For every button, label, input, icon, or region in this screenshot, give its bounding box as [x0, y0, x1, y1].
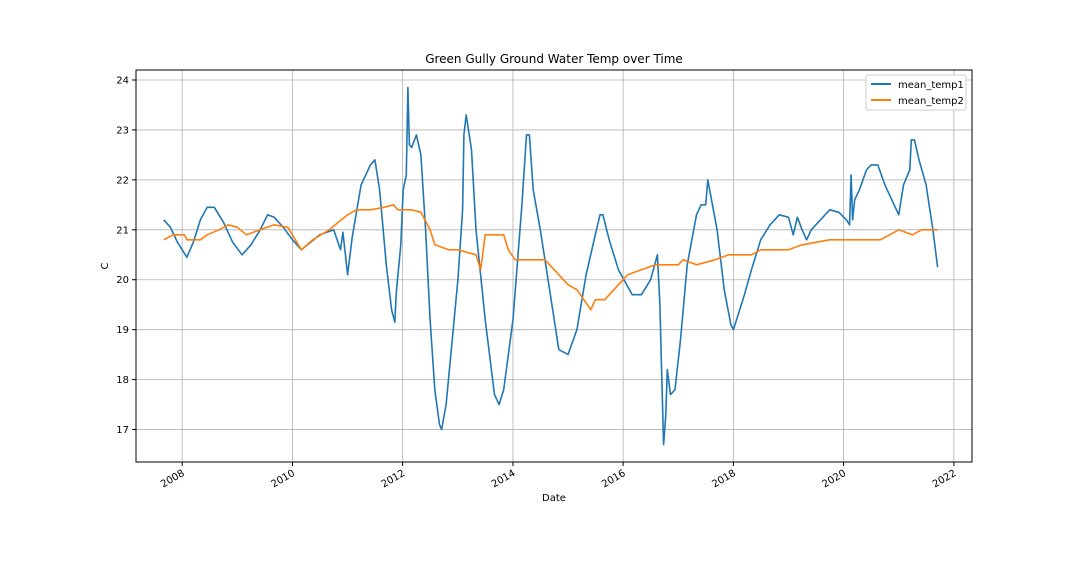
grid [136, 70, 972, 462]
series-line-mean-temp2 [163, 204, 938, 311]
y-tick-label: 22 [116, 175, 129, 186]
plot-frame [135, 69, 973, 463]
legend-label-mean-temp1: mean_temp1 [898, 80, 964, 91]
y-tick-label: 24 [116, 75, 129, 86]
chart-title: Green Gully Ground Water Temp over Time [425, 52, 683, 66]
y-tick-label: 19 [116, 325, 129, 336]
x-axis-label: Date [542, 493, 566, 504]
y-tick-label: 18 [116, 375, 129, 386]
legend: mean_temp1 mean_temp2 [865, 74, 967, 111]
y-axis-label: C [100, 262, 111, 269]
y-tick-label: 20 [116, 275, 129, 286]
legend-label-mean-temp2: mean_temp2 [898, 96, 964, 107]
y-tick-label: 17 [116, 425, 129, 436]
series-line-mean-temp1 [163, 86, 939, 446]
y-tick-label: 21 [116, 225, 129, 236]
series-lines [163, 86, 939, 446]
y-tick-label: 23 [116, 125, 129, 136]
